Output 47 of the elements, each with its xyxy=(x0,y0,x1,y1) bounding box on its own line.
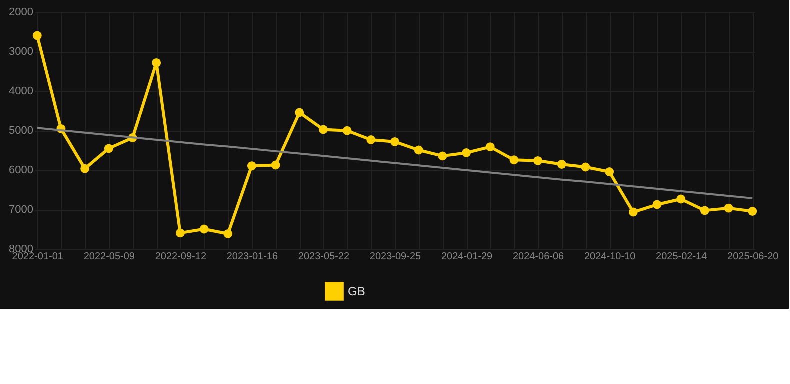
point xyxy=(32,31,42,40)
point xyxy=(200,224,209,234)
point xyxy=(152,58,162,68)
point xyxy=(605,168,614,176)
point xyxy=(390,137,400,146)
point xyxy=(748,207,758,216)
point xyxy=(224,230,233,238)
point xyxy=(724,204,734,213)
point xyxy=(295,108,304,118)
x-tick-label: 2022-09-12 xyxy=(155,252,207,262)
x-tick-label: 2023-09-25 xyxy=(370,252,422,262)
x-tick-label: 2025-02-14 xyxy=(656,252,708,262)
legend-label: GB xyxy=(348,284,366,298)
point xyxy=(366,136,376,144)
point xyxy=(104,144,114,154)
point xyxy=(176,228,185,238)
point xyxy=(271,160,280,170)
y-tick-label: 7000 xyxy=(9,204,34,216)
point xyxy=(319,125,328,134)
x-tick-label: 2025-06-20 xyxy=(728,252,780,262)
x-tick-label: 2023-05-22 xyxy=(298,252,350,262)
point xyxy=(510,156,519,165)
point xyxy=(80,164,90,174)
x-tick-label: 2024-01-29 xyxy=(441,252,494,262)
point xyxy=(486,142,495,152)
y-tick-label: 3000 xyxy=(9,46,34,58)
point xyxy=(414,146,424,155)
point xyxy=(652,200,662,210)
point xyxy=(438,152,448,161)
point xyxy=(534,156,543,166)
y-tick-label: 2000 xyxy=(9,6,34,18)
x-tick-label: 2024-10-10 xyxy=(584,252,636,262)
point xyxy=(462,148,471,158)
y-tick-label: 5000 xyxy=(9,125,34,137)
point xyxy=(700,206,710,216)
x-tick-label: 2023-01-16 xyxy=(226,252,278,262)
y-tick-label: 6000 xyxy=(9,164,34,176)
point xyxy=(247,162,256,171)
x-tick-label: 2024-06-06 xyxy=(512,252,565,262)
point xyxy=(581,162,590,172)
point xyxy=(676,194,686,204)
point xyxy=(342,126,352,136)
point xyxy=(557,160,566,169)
y-tick-label: 4000 xyxy=(9,86,34,98)
x-tick-label: 2022-01-01 xyxy=(12,252,64,262)
point xyxy=(628,208,638,217)
x-tick-label: 2022-05-09 xyxy=(84,252,136,262)
